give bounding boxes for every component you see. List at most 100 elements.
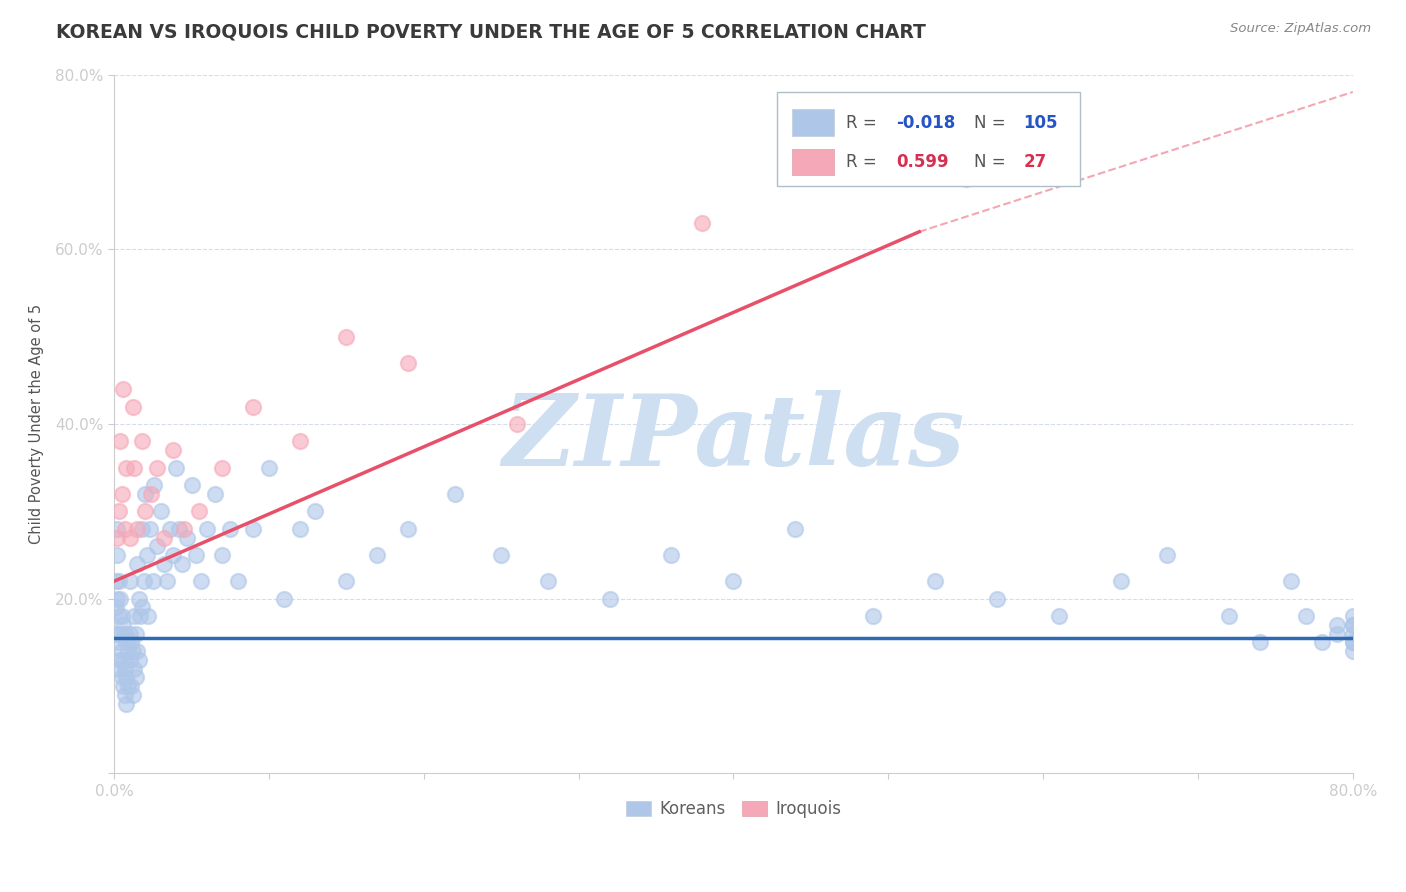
Point [115, 635, 138, 649]
Point [723, 574, 745, 589]
Point [1341, 618, 1364, 632]
Point [110, 434, 132, 449]
Point [112, 382, 135, 396]
Point [122, 662, 145, 676]
Point [862, 609, 884, 624]
Point [142, 574, 165, 589]
Text: R =: R = [846, 114, 883, 132]
Point [1310, 635, 1333, 649]
Point [112, 653, 135, 667]
Point [107, 609, 129, 624]
Point [1218, 609, 1240, 624]
Point [118, 626, 141, 640]
Text: N =: N = [974, 153, 1011, 171]
Text: 0.599: 0.599 [896, 153, 949, 171]
Point [112, 618, 135, 632]
Point [180, 478, 202, 492]
Point [105, 531, 128, 545]
Point [167, 522, 190, 536]
Point [955, 172, 977, 186]
Point [138, 522, 160, 536]
Point [188, 504, 211, 518]
Point [128, 591, 150, 606]
Point [165, 460, 187, 475]
Point [135, 548, 157, 562]
Point [107, 662, 129, 676]
Point [288, 522, 311, 536]
FancyBboxPatch shape [792, 110, 834, 136]
Point [257, 460, 280, 475]
Point [111, 487, 134, 501]
Point [117, 644, 139, 658]
Point [104, 574, 127, 589]
Text: KOREAN VS IROQUOIS CHILD POVERTY UNDER THE AGE OF 5 CORRELATION CHART: KOREAN VS IROQUOIS CHILD POVERTY UNDER T… [56, 22, 927, 41]
Point [396, 356, 419, 370]
Point [143, 478, 166, 492]
Point [115, 670, 138, 684]
Point [131, 522, 153, 536]
Point [122, 609, 145, 624]
Point [136, 609, 159, 624]
Point [986, 591, 1008, 606]
Point [1047, 609, 1070, 624]
Point [443, 487, 465, 501]
Point [122, 460, 145, 475]
Point [335, 329, 357, 343]
Point [219, 522, 242, 536]
Point [273, 591, 295, 606]
Point [1341, 626, 1364, 640]
Point [111, 609, 134, 624]
Point [1341, 635, 1364, 649]
Point [117, 679, 139, 693]
Point [162, 548, 184, 562]
Point [1326, 626, 1348, 640]
Y-axis label: Child Poverty Under the Age of 5: Child Poverty Under the Age of 5 [30, 304, 44, 544]
Point [118, 574, 141, 589]
Point [107, 504, 129, 518]
Point [661, 548, 683, 562]
Point [505, 417, 527, 431]
Point [162, 443, 184, 458]
Point [132, 574, 155, 589]
Point [159, 522, 181, 536]
Point [127, 644, 149, 658]
Point [173, 522, 195, 536]
Point [146, 539, 169, 553]
Point [134, 504, 156, 518]
Point [121, 688, 143, 702]
Point [186, 548, 208, 562]
Point [131, 434, 153, 449]
Text: N =: N = [974, 114, 1011, 132]
Point [120, 635, 142, 649]
Point [105, 626, 128, 640]
Point [121, 644, 143, 658]
Point [128, 653, 150, 667]
Point [1156, 548, 1178, 562]
Point [1341, 609, 1364, 624]
Point [1295, 609, 1317, 624]
Point [172, 557, 194, 571]
Point [114, 688, 136, 702]
Point [242, 400, 264, 414]
Point [1109, 574, 1132, 589]
Point [127, 557, 149, 571]
Point [114, 662, 136, 676]
FancyBboxPatch shape [792, 149, 834, 175]
Point [121, 400, 143, 414]
Point [396, 522, 419, 536]
Point [195, 522, 218, 536]
Point [115, 697, 138, 711]
Point [536, 574, 558, 589]
Point [146, 460, 169, 475]
Point [1279, 574, 1302, 589]
Point [141, 487, 163, 501]
Point [104, 600, 127, 615]
Text: 105: 105 [1024, 114, 1059, 132]
Point [152, 557, 174, 571]
Point [304, 504, 326, 518]
FancyBboxPatch shape [776, 92, 1080, 186]
Legend: Koreans, Iroquois: Koreans, Iroquois [619, 793, 848, 824]
Point [114, 522, 136, 536]
Text: Source: ZipAtlas.com: Source: ZipAtlas.com [1230, 22, 1371, 36]
Text: 27: 27 [1024, 153, 1046, 171]
